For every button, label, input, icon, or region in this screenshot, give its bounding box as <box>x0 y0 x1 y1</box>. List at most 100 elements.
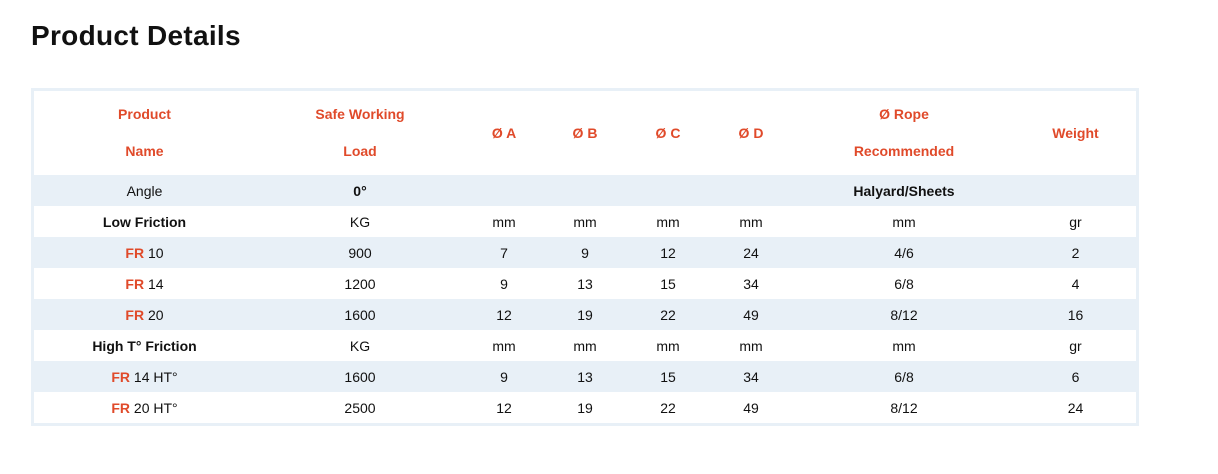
cell-name: FR 10 <box>34 237 255 268</box>
cell-weight: 4 <box>1071 275 1080 292</box>
cell-rope: mm <box>892 213 916 230</box>
cell-d: mm <box>739 337 763 354</box>
cell-weight <box>1015 175 1136 206</box>
product-prefix: FR <box>125 306 145 323</box>
product-prefix: FR <box>125 244 145 261</box>
cell-name: FR 20 <box>34 299 255 330</box>
table-row: Low Friction KG mm mm mm mm mm gr <box>34 206 1136 237</box>
table-row: FR 20 1600 12 19 22 49 8/12 16 <box>34 299 1136 330</box>
cell-d: 49 <box>743 399 759 416</box>
cell-b: 9 <box>581 244 589 261</box>
cell-a: 9 <box>500 368 508 385</box>
header-text: Name <box>125 143 164 159</box>
cell-a: 9 <box>500 275 508 292</box>
cell-d <box>709 175 793 206</box>
cell-name: High T° Friction <box>34 330 255 361</box>
cell-b: mm <box>573 337 597 354</box>
header-safe-working-load: Safe Working Load <box>255 91 465 175</box>
table-row: FR 14 1200 9 13 15 34 6/8 4 <box>34 268 1136 299</box>
table-row: FR 14 HT° 1600 9 13 15 34 6/8 6 <box>34 361 1136 392</box>
product-name: 20 <box>147 306 164 323</box>
table-row: Angle 0° Halyard/Sheets <box>34 175 1136 206</box>
product-name: High T° Friction <box>92 337 197 354</box>
cell-name: Low Friction <box>34 206 255 237</box>
table-row: High T° Friction KG mm mm mm mm mm gr <box>34 330 1136 361</box>
cell-name: FR 14 <box>34 268 255 299</box>
cell-b: mm <box>573 213 597 230</box>
header-d: Ø D <box>738 125 764 141</box>
header-product-name: Product Name <box>34 91 255 175</box>
cell-d: 24 <box>743 244 759 261</box>
cell-a: 7 <box>500 244 508 261</box>
cell-rope: 6/8 <box>894 275 914 292</box>
cell-d: mm <box>739 213 763 230</box>
cell-name: FR 14 HT° <box>34 361 255 392</box>
table-row: FR 20 HT° 2500 12 19 22 49 8/12 24 <box>34 392 1136 423</box>
cell-rope: 6/8 <box>894 368 914 385</box>
cell-load: 1600 <box>344 368 376 385</box>
cell-weight: gr <box>1069 337 1082 354</box>
cell-b: 13 <box>577 275 593 292</box>
cell-c: 15 <box>660 275 676 292</box>
cell-rope: 8/12 <box>890 306 918 323</box>
product-details-table: Product Name Safe Working Load Ø A Ø B Ø C… <box>31 88 1139 426</box>
cell-weight: 24 <box>1067 399 1084 416</box>
header-text: Ø Rope <box>879 106 929 122</box>
header-rope: Ø Rope Recommended <box>793 91 1015 175</box>
cell-rope: 8/12 <box>890 399 918 416</box>
cell-load: 1600 <box>344 306 376 323</box>
product-name: Angle <box>126 182 163 199</box>
cell-weight: 2 <box>1071 244 1080 261</box>
cell-b: 13 <box>577 368 593 385</box>
cell-load: KG <box>349 337 371 354</box>
header-c: Ø C <box>655 125 681 141</box>
cell-load: 2500 <box>344 399 376 416</box>
cell-d: 49 <box>743 306 759 323</box>
cell-a: 12 <box>496 306 512 323</box>
cell-c: 12 <box>660 244 676 261</box>
table-row: FR 10 900 7 9 12 24 4/6 2 <box>34 237 1136 268</box>
header-text: Safe Working <box>315 106 405 122</box>
cell-a: mm <box>492 213 516 230</box>
header-text: Recommended <box>853 143 955 159</box>
cell-c: 22 <box>660 399 676 416</box>
cell-a: mm <box>492 337 516 354</box>
cell-rope: 4/6 <box>894 244 914 261</box>
cell-a <box>465 175 543 206</box>
cell-b: 19 <box>577 306 593 323</box>
header-b: Ø B <box>572 125 598 141</box>
cell-c: 15 <box>660 368 676 385</box>
cell-name: FR 20 HT° <box>34 392 255 423</box>
cell-b: 19 <box>577 399 593 416</box>
cell-load: KG <box>349 213 371 230</box>
cell-a: 12 <box>496 399 512 416</box>
cell-c <box>627 175 709 206</box>
cell-weight: 16 <box>1067 306 1084 323</box>
product-name: 14 HT° <box>133 368 178 385</box>
cell-name: Angle <box>34 175 255 206</box>
product-prefix: FR <box>111 368 131 385</box>
page-title: Product Details <box>31 20 241 51</box>
cell-c: 22 <box>660 306 676 323</box>
cell-rope: mm <box>892 337 916 354</box>
product-name: 14 <box>147 275 164 292</box>
header-weight: Weight <box>1052 125 1099 141</box>
header-text: Load <box>343 143 377 159</box>
cell-d: 34 <box>743 275 759 292</box>
header-a: Ø A <box>491 125 517 141</box>
cell-c: mm <box>656 213 680 230</box>
cell-load: 1200 <box>344 275 376 292</box>
product-prefix: FR <box>125 275 145 292</box>
cell-weight: gr <box>1069 213 1082 230</box>
product-name: 10 <box>147 244 164 261</box>
product-name: 20 HT° <box>133 399 178 416</box>
cell-load: 0° <box>353 182 367 199</box>
table-header: Product Name Safe Working Load Ø A Ø B Ø C… <box>34 91 1136 175</box>
cell-rope: Halyard/Sheets <box>853 182 955 199</box>
product-prefix: FR <box>111 399 131 416</box>
cell-load: 900 <box>348 244 372 261</box>
cell-c: mm <box>656 337 680 354</box>
cell-weight: 6 <box>1071 368 1080 385</box>
product-name: Low Friction <box>102 213 187 230</box>
header-text: Product <box>118 106 171 122</box>
